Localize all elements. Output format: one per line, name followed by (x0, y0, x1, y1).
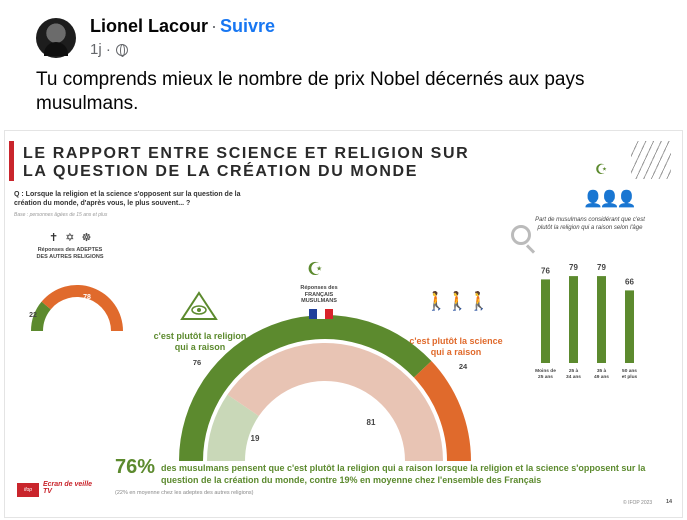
channel-logo: Ecran de veille TV (43, 481, 93, 495)
donut-0-value-0: 22 (29, 312, 37, 319)
age-bar-category-0-line2: 25 ans (538, 374, 553, 380)
age-bar-category-3-line2: et plus (622, 374, 638, 380)
age-bar-category-1-line2: 34 ans (566, 374, 581, 380)
age-bar-value-2: 79 (597, 263, 606, 272)
headline-percent: 76% (115, 456, 156, 478)
age-bar-value-1: 79 (569, 263, 578, 272)
magnifier-icon (511, 225, 531, 245)
crescent-icon-muslim: ☪ (307, 259, 324, 279)
age-bar-value-0: 76 (541, 266, 550, 275)
age-bar-category-0-line1: Moins de (535, 368, 556, 374)
muslim-label-line2: FRANÇAIS MUSULMANS (301, 291, 337, 305)
donut-0-slice-1 (41, 285, 123, 331)
crescent-icon: ☪ (595, 161, 608, 177)
religion-label: c'est plutôt la religion qui a raison (145, 331, 255, 353)
decorative-hatch (631, 141, 671, 179)
author-line: Lionel Lacour · Suivre (90, 16, 275, 37)
author-avatar[interactable] (36, 18, 76, 58)
age-bar-1 (569, 276, 578, 363)
title-accent-bar (9, 141, 14, 181)
flag-white (317, 309, 325, 319)
title-line-1: LE RAPPORT ENTRE SCIENCE ET RELIGION SUR (23, 145, 470, 162)
donut-0-slice-0 (31, 301, 51, 331)
age-bar-0 (541, 279, 550, 363)
muslim-label: Réponses des FRANÇAIS MUSULMANS (289, 285, 349, 305)
donut-1-slice-0 (179, 315, 432, 461)
donut-1-value-0: 76 (193, 358, 201, 367)
eye-pyramid-icon (180, 291, 218, 320)
donut-1-slice-1 (413, 361, 471, 461)
post-time[interactable]: 1j · (90, 41, 111, 58)
donut-2-value-1: 81 (367, 418, 376, 427)
muslim-label-line1: Réponses des (300, 285, 338, 291)
title-line-2: LA QUESTION DE LA CRÉATION DU MONDE (23, 163, 418, 180)
flag-red (325, 309, 333, 319)
science-label: c'est plutôt la science qui a raison (401, 336, 511, 358)
separator: · (211, 16, 218, 36)
age-bar-2 (597, 276, 606, 363)
donut-1-value-1: 24 (459, 362, 468, 371)
donut-2-slice-0 (207, 394, 259, 461)
donut-2-slice-1 (227, 343, 443, 461)
infographic-image[interactable]: LE RAPPORT ENTRE SCIENCE ET RELIGION SUR… (4, 130, 683, 518)
post-meta: 1j · (90, 41, 128, 58)
ifop-logo: ifop (17, 483, 39, 497)
religion-label-line1: c'est plutôt la religion (153, 331, 247, 341)
survey-question: Q : Lorsque la religion et la science s'… (14, 191, 241, 207)
copyright: © IFOP 2023 (623, 500, 653, 506)
follow-button[interactable]: Suivre (220, 16, 276, 36)
globe-icon (115, 43, 128, 57)
age-bar-value-3: 66 (625, 277, 634, 286)
bar-chart-caption: Part de musulmans considérant que c'est … (535, 217, 645, 231)
science-label-line2: qui a raison (430, 347, 482, 357)
age-bar-category-2-line2: 49 ans (594, 374, 609, 380)
age-bar-category-2-line1: 35 à (597, 368, 607, 374)
age-bar-3 (625, 290, 634, 363)
religion-label-line2: qui a raison (174, 342, 226, 352)
headline-subtext: (22% en moyenne chez les adeptes des aut… (115, 490, 254, 496)
page-number: 14 (666, 499, 673, 505)
post-text: Tu comprends mieux le nombre de prix Nob… (36, 69, 585, 114)
religion-symbols-icon: ✝ ✡ ☸ (49, 232, 94, 244)
donut-2-value-0: 19 (251, 434, 260, 443)
age-bar-category-3-line1: 50 ans (622, 368, 637, 374)
survey-base: Base : personnes âgées de 15 ans et plus (14, 212, 108, 218)
author-name[interactable]: Lionel Lacour (90, 16, 209, 36)
evolution-icon: 🚶🚶🚶 (425, 291, 490, 311)
age-bar-category-1-line1: 25 à (569, 368, 579, 374)
science-label-line1: c'est plutôt la science (409, 336, 503, 346)
people-icon: 👤👤👤 (583, 191, 637, 208)
headline-text: des musulmans pensent que c'est plutôt l… (161, 463, 646, 485)
infographic-title: LE RAPPORT ENTRE SCIENCE ET RELIGION SUR… (23, 145, 469, 181)
flag-blue (309, 309, 317, 319)
other-religions-label: Réponses des ADEPTES DES AUTRES RELIGION… (36, 247, 104, 260)
donut-0-value-1: 78 (83, 294, 91, 301)
